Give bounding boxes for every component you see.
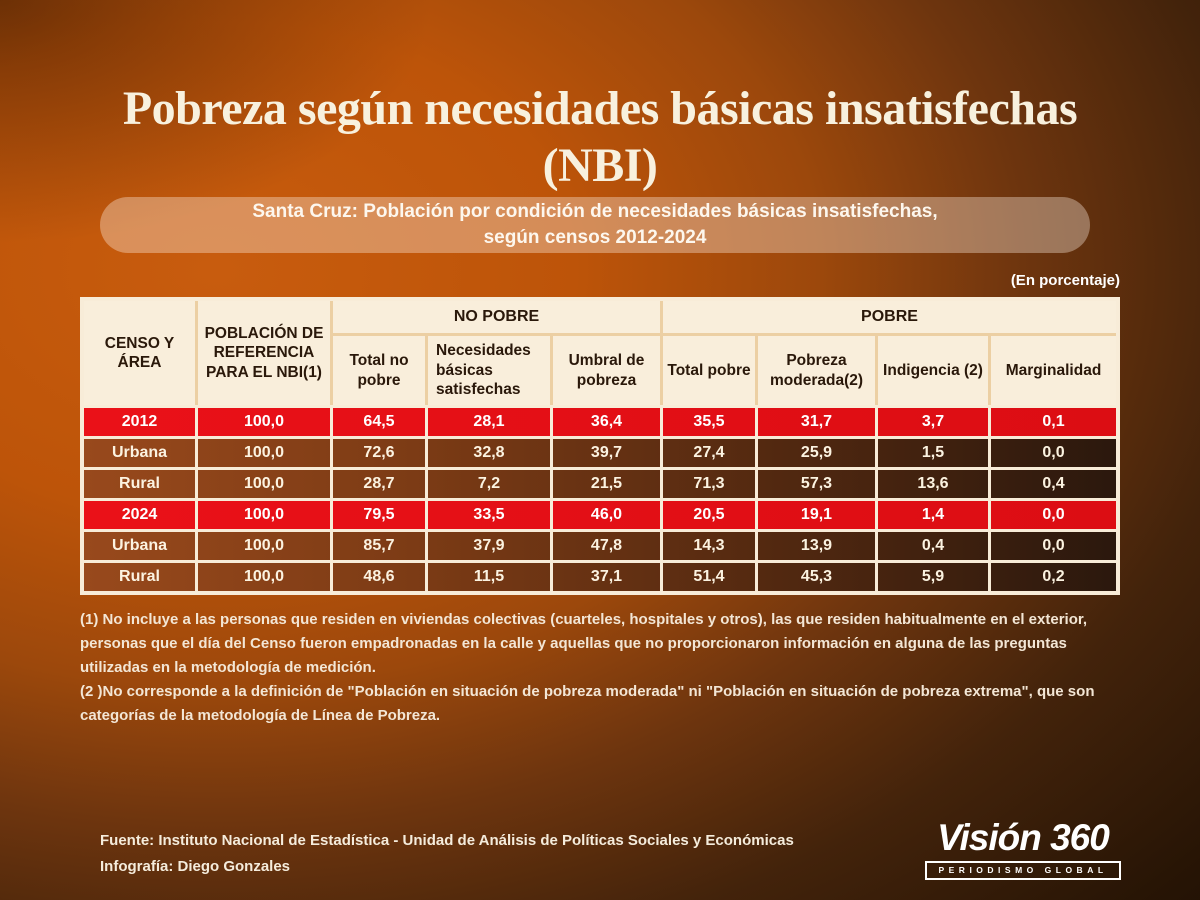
table-cell: 5,9 [875, 563, 988, 591]
table-cell: 48,6 [330, 563, 425, 591]
header-marginalidad: Marginalidad [988, 333, 1116, 405]
table-row: 2024 100,0 79,5 33,5 46,0 20,5 19,1 1,4 0,0 [84, 501, 1116, 529]
row-label: Rural [119, 475, 160, 492]
table-cell: 0,0 [988, 439, 1116, 467]
table-cell: 1,4 [875, 501, 988, 529]
table-cell: 100,0 [195, 470, 330, 498]
table-cell: 0,4 [988, 470, 1116, 498]
source-line: Fuente: Instituto Nacional de Estadístic… [100, 832, 794, 849]
table-cell: 39,7 [550, 439, 660, 467]
unit-note: (En porcentaje) [1010, 272, 1120, 289]
table-row: Rural 100,0 28,7 7,2 21,5 71,3 57,3 13,6 0,4 [84, 470, 1116, 498]
table-cell: 37,1 [550, 563, 660, 591]
table-cell: 100,0 [195, 408, 330, 436]
table-row: 2012 100,0 64,5 28,1 36,4 35,5 31,7 3,7 0,1 [84, 408, 1116, 436]
table-cell: 3,7 [875, 408, 988, 436]
table-cell: 0,0 [988, 501, 1116, 529]
table-cell: 85,7 [330, 532, 425, 560]
table-row: Rural 100,0 48,6 11,5 37,1 51,4 45,3 5,9 0,2 [84, 563, 1116, 591]
page-title-line2: (NBI) [542, 139, 658, 192]
table-cell: 21,5 [550, 470, 660, 498]
subtitle-line1: Santa Cruz: Población por condición de n… [252, 201, 938, 222]
logo-tagline: PERIODISMO GLOBAL [925, 861, 1121, 880]
page-title: Pobreza según necesidades básicas insati… [0, 80, 1200, 194]
logo-wordmark: Visión 360 [937, 817, 1110, 858]
table-cell: 72,6 [330, 439, 425, 467]
table-cell: 0,2 [988, 563, 1116, 591]
table-cell: 32,8 [425, 439, 550, 467]
table-cell: 71,3 [660, 470, 755, 498]
footnote-2: (2 )No corresponde a la definición de "P… [80, 683, 1095, 724]
table-cell: 28,7 [330, 470, 425, 498]
table-cell: 13,6 [875, 470, 988, 498]
header-umbral-de-pobreza: Umbral de pobreza [550, 333, 660, 405]
table-cell: 100,0 [195, 501, 330, 529]
table-cell: 36,4 [550, 408, 660, 436]
source-block: Fuente: Instituto Nacional de Estadístic… [100, 828, 794, 880]
header-pobreza-moderada: Pobreza moderada(2) [755, 333, 875, 405]
row-label: 2012 [121, 413, 158, 430]
table-header: CENSO Y ÁREA POBLACIÓN DE REFERENCIA PAR… [84, 301, 1116, 405]
nbi-table: CENSO Y ÁREA POBLACIÓN DE REFERENCIA PAR… [80, 297, 1120, 595]
table-cell: 45,3 [755, 563, 875, 591]
table-cell: 64,5 [330, 408, 425, 436]
row-label: Urbana [111, 444, 168, 461]
table-cell: 14,3 [660, 532, 755, 560]
table-cell: 28,1 [425, 408, 550, 436]
table-cell: 51,4 [660, 563, 755, 591]
table-cell: 20,5 [660, 501, 755, 529]
subtitle-line2: según censos 2012-2024 [483, 227, 707, 248]
page-title-line1: Pobreza según necesidades básicas insati… [122, 82, 1078, 135]
table-cell: 1,5 [875, 439, 988, 467]
row-label: Urbana [111, 537, 168, 554]
table-cell: 100,0 [195, 563, 330, 591]
table-cell: 37,9 [425, 532, 550, 560]
table-cell: 13,9 [755, 532, 875, 560]
table-cell: 100,0 [195, 439, 330, 467]
table-cell: 100,0 [195, 532, 330, 560]
subtitle-banner: Santa Cruz: Población por condición de n… [100, 197, 1090, 253]
table-cell: 19,1 [755, 501, 875, 529]
table-cell: 46,0 [550, 501, 660, 529]
header-poblacion-referencia: POBLACIÓN DE REFERENCIA PARA EL NBI(1) [195, 301, 330, 405]
table-row: Urbana 100,0 72,6 32,8 39,7 27,4 25,9 1,5 0,0 [84, 439, 1116, 467]
table-cell: 7,2 [425, 470, 550, 498]
footnotes: (1) No incluye a las personas que reside… [80, 608, 1118, 728]
table-cell: 57,3 [755, 470, 875, 498]
table-cell: 0,4 [875, 532, 988, 560]
row-label: 2024 [121, 506, 158, 523]
table-cell: 31,7 [755, 408, 875, 436]
table-cell: 33,5 [425, 501, 550, 529]
table-cell: 27,4 [660, 439, 755, 467]
table-row: Urbana 100,0 85,7 37,9 47,8 14,3 13,9 0,4 0,0 [84, 532, 1116, 560]
table-cell: 79,5 [330, 501, 425, 529]
footnote-1: (1) No incluye a las personas que reside… [80, 611, 1088, 676]
table-cell: 35,5 [660, 408, 755, 436]
header-total-pobre: Total pobre [660, 333, 755, 405]
header-censo-y-area: CENSO Y ÁREA [84, 301, 195, 405]
header-group-pobre: POBRE [660, 301, 1116, 333]
table-cell: 0,1 [988, 408, 1116, 436]
header-necesidades-basicas-satisfechas: Necesidades básicas satisfechas [425, 333, 550, 405]
header-group-no-pobre: NO POBRE [330, 301, 660, 333]
table-cell: 0,0 [988, 532, 1116, 560]
header-indigencia: Indigencia (2) [875, 333, 988, 405]
table-body: 2012 100,0 64,5 28,1 36,4 35,5 31,7 3,7 0,1 Urban… [84, 408, 1116, 591]
table-cell: 11,5 [425, 563, 550, 591]
credit-line: Infografía: Diego Gonzales [100, 858, 291, 875]
row-label: Rural [119, 568, 160, 585]
vision360-logo: Visión 360 PERIODISMO GLOBAL [925, 818, 1121, 880]
header-total-no-pobre: Total no pobre [330, 333, 425, 405]
table-cell: 25,9 [755, 439, 875, 467]
table-cell: 47,8 [550, 532, 660, 560]
